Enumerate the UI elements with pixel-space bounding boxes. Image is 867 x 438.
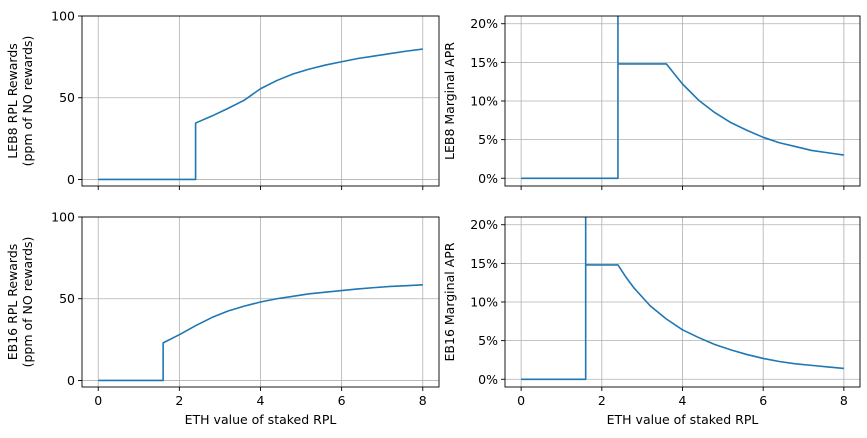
series-line — [98, 284, 423, 382]
y-tick-label: 0% — [478, 372, 498, 387]
y-tick-label: 15% — [470, 256, 498, 271]
x-tick-label: 0 — [94, 393, 102, 408]
y-tick-label: 0 — [67, 373, 75, 388]
y-tick-label: 5% — [478, 333, 498, 348]
x-tick-label: 4 — [679, 393, 687, 408]
x-tick-label: 8 — [419, 393, 427, 408]
series-line — [98, 48, 423, 181]
series-line — [521, 16, 844, 180]
y-axis-label: (ppm of NO rewards) — [20, 36, 35, 167]
y-axis-label: LEB8 RPL Rewards — [5, 43, 20, 159]
y-tick-label: 20% — [470, 16, 498, 31]
x-tick-label: 8 — [840, 393, 848, 408]
y-tick-label: 100 — [51, 9, 75, 24]
y-tick-label: 0% — [478, 171, 498, 186]
y-axis-label: EB16 RPL Rewards — [5, 244, 20, 361]
x-tick-label: 6 — [759, 393, 767, 408]
x-tick-label: 2 — [598, 393, 606, 408]
x-axis-label: ETH value of staked RPL — [607, 412, 759, 427]
y-tick-label: 0 — [67, 172, 75, 187]
series-line — [521, 217, 844, 381]
x-tick-label: 4 — [257, 393, 265, 408]
y-axis-label: LEB8 Marginal APR — [442, 42, 457, 160]
y-tick-label: 20% — [470, 217, 498, 232]
y-axis-label: (ppm of NO rewards) — [20, 237, 35, 368]
y-tick-label: 50 — [59, 291, 75, 306]
subplot-2: 0% 5% 10% 15% 20% LEB8 Marginal APR — [442, 15, 861, 190]
subplot-4: 0 2 4 6 8 0% 5% 10% 15% 20% ETH value of staked RP… — [442, 216, 861, 427]
x-tick-label: 6 — [338, 393, 346, 408]
y-tick-label: 15% — [470, 55, 498, 70]
y-tick-label: 5% — [478, 132, 498, 147]
y-axis-label: EB16 Marginal APR — [442, 242, 457, 361]
y-tick-label: 10% — [470, 295, 498, 310]
subplot-1: 0 50 100 LEB8 RPL Rewards (ppm of NO rewards… — [5, 9, 440, 190]
subplot-3: 0 2 4 6 8 0 50 100 ETH value of staked RPL EB16 R… — [5, 210, 440, 427]
x-tick-label: 0 — [517, 393, 525, 408]
y-tick-label: 50 — [59, 90, 75, 105]
y-tick-label: 10% — [470, 94, 498, 109]
x-tick-label: 2 — [175, 393, 183, 408]
x-axis-label: ETH value of staked RPL — [185, 412, 337, 427]
y-tick-label: 100 — [51, 210, 75, 225]
